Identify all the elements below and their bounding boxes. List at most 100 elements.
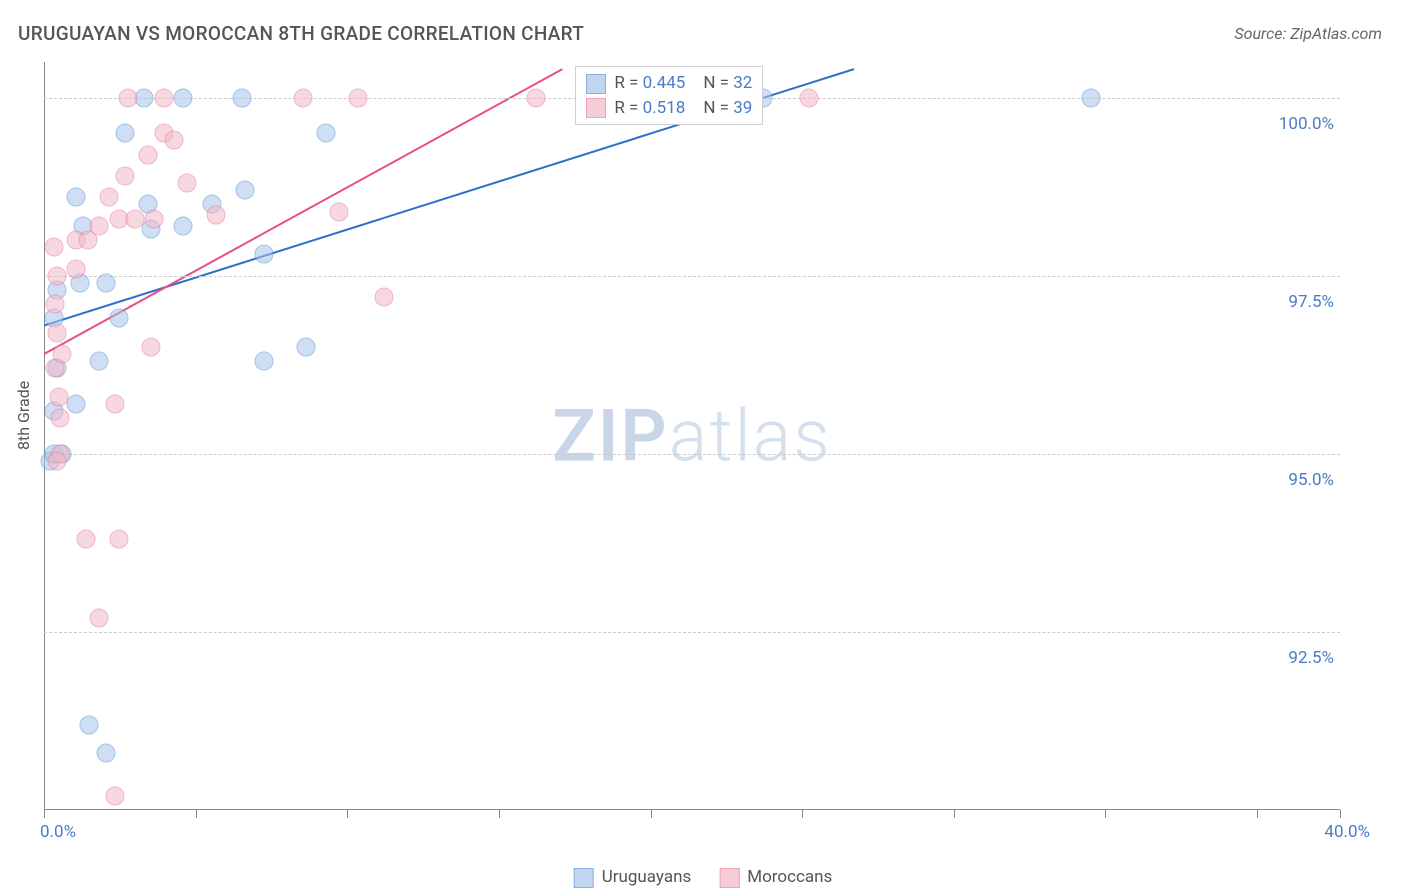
data-point bbox=[49, 387, 68, 406]
data-point bbox=[1081, 88, 1100, 107]
chart-title: URUGUAYAN VS MOROCCAN 8TH GRADE CORRELAT… bbox=[18, 22, 584, 45]
data-point bbox=[109, 530, 128, 549]
data-point bbox=[47, 266, 66, 285]
data-point bbox=[106, 394, 125, 413]
x-tick bbox=[954, 810, 955, 818]
x-tick bbox=[1340, 810, 1341, 818]
gridline bbox=[44, 454, 1340, 455]
stats-legend-row: R = 0.445 N = 32 bbox=[586, 71, 752, 96]
x-tick bbox=[802, 810, 803, 818]
chart-container: URUGUAYAN VS MOROCCAN 8TH GRADE CORRELAT… bbox=[0, 0, 1406, 892]
source-label: Source: ZipAtlas.com bbox=[1234, 24, 1382, 43]
r-label: R = bbox=[614, 73, 642, 93]
data-point bbox=[46, 295, 65, 314]
data-point bbox=[96, 273, 115, 292]
r-value: 0.518 bbox=[643, 98, 686, 118]
x-tick bbox=[196, 810, 197, 818]
data-point bbox=[527, 88, 546, 107]
data-point bbox=[375, 288, 394, 307]
y-tick-label: 92.5% bbox=[1288, 648, 1334, 668]
x-max-label: 40.0% bbox=[1324, 822, 1370, 842]
legend-swatch bbox=[574, 868, 594, 888]
bottom-legend: Uruguayans Moroccans bbox=[560, 867, 847, 888]
data-point bbox=[316, 124, 335, 143]
n-label: N = bbox=[703, 98, 733, 118]
n-value: 32 bbox=[733, 73, 752, 93]
data-point bbox=[255, 245, 274, 264]
x-tick bbox=[347, 810, 348, 818]
x-min-label: 0.0% bbox=[40, 822, 76, 842]
data-point bbox=[232, 88, 251, 107]
data-point bbox=[116, 124, 135, 143]
data-point bbox=[51, 409, 70, 428]
trend-lines bbox=[44, 62, 1340, 810]
r-value: 0.445 bbox=[643, 73, 686, 93]
data-point bbox=[52, 345, 71, 364]
data-point bbox=[799, 88, 818, 107]
data-point bbox=[349, 88, 368, 107]
legend-item: Moroccans bbox=[719, 867, 832, 887]
y-tick-label: 100.0% bbox=[1279, 114, 1334, 134]
y-tick-label: 95.0% bbox=[1288, 470, 1334, 490]
x-tick bbox=[651, 810, 652, 818]
data-point bbox=[177, 174, 196, 193]
data-point bbox=[154, 88, 173, 107]
data-point bbox=[90, 216, 109, 235]
data-point bbox=[164, 131, 183, 150]
y-axis-label: 8th Grade bbox=[14, 381, 33, 450]
n-value: 39 bbox=[733, 98, 752, 118]
stats-legend: R = 0.445 N = 32 R = 0.518 N = 39 bbox=[575, 66, 763, 125]
data-point bbox=[47, 323, 66, 342]
legend-label: Moroccans bbox=[747, 867, 832, 887]
watermark: ZIPatlas bbox=[552, 394, 832, 479]
data-point bbox=[119, 88, 138, 107]
data-point bbox=[67, 188, 86, 207]
data-point bbox=[174, 88, 193, 107]
data-point bbox=[44, 238, 63, 257]
x-tick bbox=[499, 810, 500, 818]
plot-area: ZIPatlas 92.5% 95.0% 97.5% 100.0% bbox=[44, 62, 1340, 810]
data-point bbox=[206, 206, 225, 225]
data-point bbox=[106, 786, 125, 805]
x-tick bbox=[44, 810, 45, 818]
legend-swatch bbox=[586, 98, 606, 118]
n-label: N = bbox=[703, 73, 733, 93]
data-point bbox=[145, 209, 164, 228]
watermark-light: atlas bbox=[669, 394, 832, 479]
data-point bbox=[255, 352, 274, 371]
gridline bbox=[44, 276, 1340, 277]
legend-swatch bbox=[719, 868, 739, 888]
data-point bbox=[77, 530, 96, 549]
data-point bbox=[47, 451, 66, 470]
y-axis bbox=[44, 62, 45, 810]
data-point bbox=[135, 88, 154, 107]
legend-item: Uruguayans bbox=[574, 867, 692, 887]
data-point bbox=[125, 209, 144, 228]
data-point bbox=[174, 216, 193, 235]
x-tick bbox=[1257, 810, 1258, 818]
x-tick bbox=[1105, 810, 1106, 818]
data-point bbox=[90, 608, 109, 627]
data-point bbox=[96, 744, 115, 763]
data-point bbox=[235, 181, 254, 200]
data-point bbox=[67, 259, 86, 278]
stats-legend-row: R = 0.518 N = 39 bbox=[586, 96, 752, 121]
legend-swatch bbox=[586, 74, 606, 94]
data-point bbox=[90, 352, 109, 371]
data-point bbox=[80, 715, 99, 734]
watermark-bold: ZIP bbox=[552, 394, 668, 479]
y-tick-label: 97.5% bbox=[1288, 292, 1334, 312]
gridline bbox=[44, 632, 1340, 633]
data-point bbox=[99, 188, 118, 207]
data-point bbox=[138, 145, 157, 164]
legend-label: Uruguayans bbox=[602, 867, 692, 887]
data-point bbox=[109, 309, 128, 328]
data-point bbox=[294, 88, 313, 107]
data-point bbox=[116, 166, 135, 185]
data-point bbox=[297, 337, 316, 356]
x-axis bbox=[44, 809, 1340, 810]
data-point bbox=[67, 394, 86, 413]
data-point bbox=[329, 202, 348, 221]
r-label: R = bbox=[614, 98, 642, 118]
data-point bbox=[141, 337, 160, 356]
